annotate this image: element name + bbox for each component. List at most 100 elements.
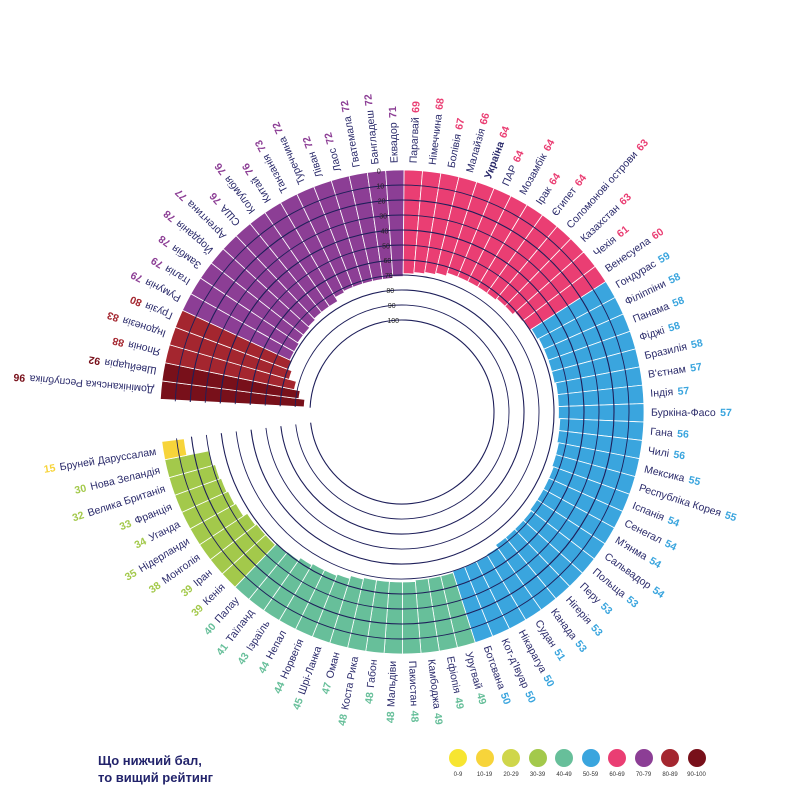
country-score: 64 bbox=[572, 172, 589, 189]
ring-tick-label-50: 50 bbox=[382, 243, 390, 250]
country-score: 33 bbox=[118, 517, 134, 533]
country-name: Коста Рика bbox=[339, 655, 361, 711]
bar-32 bbox=[514, 251, 596, 322]
country-name: Іран bbox=[191, 567, 215, 589]
country-score: 60 bbox=[650, 226, 667, 243]
country-name: Парагвай bbox=[407, 117, 421, 164]
radial-score-chart: 0 10 20 30 40 50 60 70 80 90 100 Домініканська Рес… bbox=[13, 93, 738, 726]
country-name: Китай bbox=[248, 174, 273, 205]
country-score: 51 bbox=[551, 647, 568, 663]
country-score: 71 bbox=[387, 106, 399, 118]
legend-item-8: 70-79 bbox=[632, 749, 656, 778]
country-label-42: Гана 56 bbox=[650, 423, 690, 443]
country-score: 38 bbox=[147, 579, 164, 596]
country-name: Бразилія bbox=[643, 340, 688, 361]
country-name: Буркіна-Фасо bbox=[651, 407, 716, 419]
legend-label: 20-29 bbox=[503, 772, 519, 778]
country-score: 76 bbox=[207, 190, 224, 207]
legend-item-6: 50-59 bbox=[579, 749, 603, 778]
country-score: 76 bbox=[240, 161, 256, 177]
country-score: 54 bbox=[647, 555, 663, 571]
country-name: Габон bbox=[365, 659, 380, 689]
country-label-39: В'єтнам 57 bbox=[647, 358, 703, 383]
country-name: Ліван bbox=[306, 150, 326, 179]
ring-tick-label-90: 90 bbox=[388, 303, 396, 310]
bar-69 bbox=[263, 557, 313, 622]
bar-13 bbox=[264, 202, 339, 308]
country-name: Гана bbox=[650, 426, 674, 440]
country-label-17: Лаос 72 bbox=[320, 130, 347, 173]
country-score: 41 bbox=[214, 641, 231, 658]
country-score: 58 bbox=[667, 270, 683, 286]
country-name: Німеччина bbox=[426, 113, 444, 165]
country-name: Камбоджа bbox=[425, 659, 443, 710]
bar-19 bbox=[366, 170, 394, 280]
ranking-note-line2: то вищий рейтинг bbox=[98, 770, 214, 785]
country-score: 61 bbox=[615, 223, 632, 240]
country-score: 79 bbox=[129, 269, 145, 285]
legend-item-2: 10-19 bbox=[473, 749, 497, 778]
ring-tick-label-0: 0 bbox=[377, 169, 381, 176]
country-score: 58 bbox=[690, 337, 704, 351]
bar-9 bbox=[210, 248, 311, 336]
country-name: Бангладеш bbox=[364, 110, 382, 165]
legend-swatch bbox=[449, 749, 467, 767]
bar-14 bbox=[279, 193, 345, 298]
ring-tick-label-20: 20 bbox=[378, 198, 386, 205]
bar-29 bbox=[486, 214, 558, 301]
country-score: 56 bbox=[677, 428, 690, 441]
country-score: 92 bbox=[88, 354, 102, 368]
ranking-note-line1: Що нижчий бал, bbox=[98, 753, 202, 768]
country-score: 53 bbox=[588, 622, 605, 639]
ring-20 bbox=[189, 199, 615, 625]
country-label-20: Еквадор 71 bbox=[384, 106, 403, 163]
country-score: 15 bbox=[43, 462, 57, 476]
country-score: 47 bbox=[319, 681, 334, 696]
legend-item-4: 30-39 bbox=[526, 749, 550, 778]
country-score: 50 bbox=[522, 689, 538, 705]
legend-swatch bbox=[555, 749, 573, 767]
country-score: 53 bbox=[598, 600, 615, 617]
country-score: 66 bbox=[477, 111, 492, 126]
legend-label: 70-79 bbox=[635, 772, 652, 778]
country-score: 78 bbox=[161, 207, 178, 224]
ring-tick-labels-group: 0 10 20 30 40 50 60 70 80 90 100 bbox=[376, 169, 399, 325]
legend-label: 0-9 bbox=[453, 772, 463, 778]
country-label-59: Ефіопія 49 bbox=[442, 655, 469, 711]
country-score: 63 bbox=[617, 191, 634, 208]
ring-tick-label-10: 10 bbox=[376, 184, 384, 191]
legend-swatch bbox=[634, 749, 653, 767]
bar-23 bbox=[424, 172, 460, 275]
country-name: Ірак bbox=[534, 184, 555, 207]
bar-21 bbox=[402, 169, 423, 275]
country-score: 59 bbox=[656, 250, 672, 266]
country-name: Домініканська Республіка bbox=[29, 372, 155, 395]
bar-4 bbox=[169, 326, 293, 380]
ring-tick-label-100: 100 bbox=[387, 318, 399, 325]
bars-group bbox=[159, 169, 645, 655]
country-score: 30 bbox=[73, 482, 87, 496]
country-name: США bbox=[218, 202, 243, 228]
country-name: В'єтнам bbox=[647, 363, 686, 381]
legend-item-3: 20-29 bbox=[499, 749, 523, 778]
bar-45 bbox=[551, 454, 636, 495]
country-name: ПАР bbox=[500, 163, 520, 188]
country-score: 44 bbox=[272, 680, 288, 696]
country-score: 39 bbox=[179, 582, 196, 599]
country-score: 63 bbox=[634, 137, 651, 154]
country-score: 79 bbox=[149, 254, 165, 270]
country-score: 40 bbox=[202, 621, 219, 638]
ring-60 bbox=[249, 259, 555, 565]
legend-item-9: 80-89 bbox=[658, 749, 682, 778]
legend-swatch bbox=[475, 749, 494, 767]
legend-item-10: 90-100 bbox=[685, 749, 709, 778]
ring-40 bbox=[219, 229, 585, 595]
country-score: 69 bbox=[410, 101, 423, 113]
ring-tick-label-60: 60 bbox=[384, 258, 392, 265]
country-score: 45 bbox=[290, 696, 305, 711]
ring-tick-label-80: 80 bbox=[386, 288, 394, 295]
country-name: Гватемала bbox=[341, 115, 362, 168]
bar-31 bbox=[504, 238, 585, 316]
ring-80 bbox=[279, 289, 525, 535]
country-name: Уругвай bbox=[463, 650, 485, 690]
